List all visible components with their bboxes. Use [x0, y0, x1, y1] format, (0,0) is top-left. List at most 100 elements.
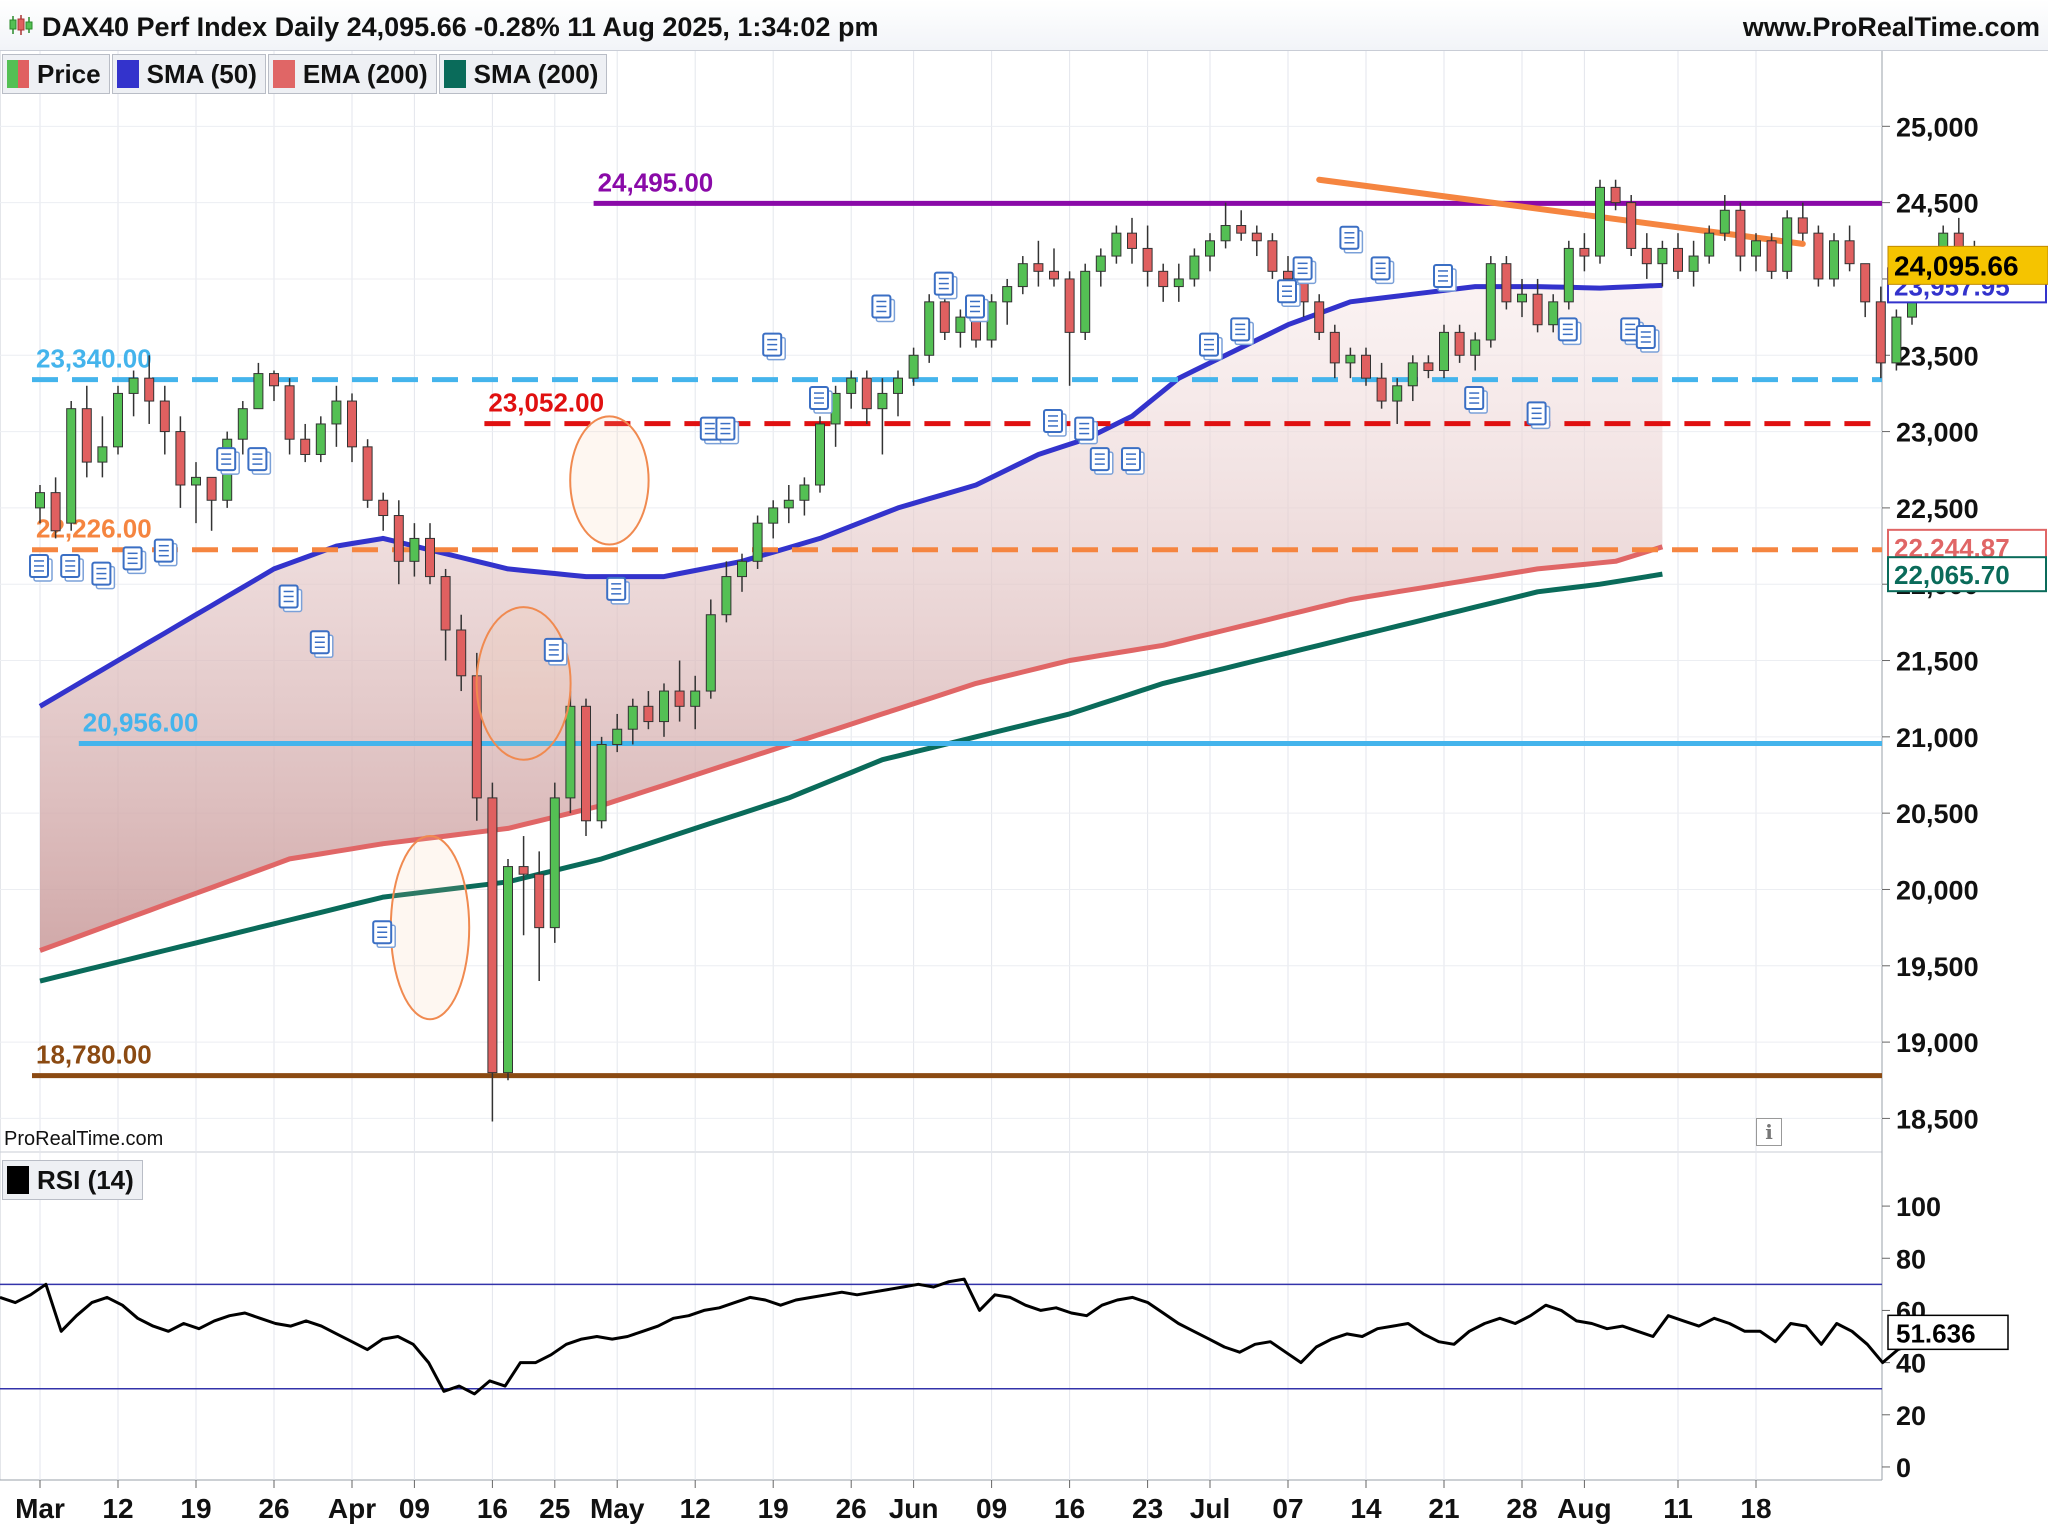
candle-body[interactable] [549, 797, 560, 929]
candle-body[interactable] [690, 690, 701, 707]
candle-body[interactable] [362, 446, 373, 501]
candle-body[interactable] [1875, 301, 1886, 364]
candle-body[interactable] [1595, 186, 1605, 257]
candle-body[interactable] [1392, 385, 1403, 402]
candle-body[interactable] [705, 614, 716, 692]
candle-body[interactable] [1751, 240, 1761, 257]
candle-body[interactable] [1267, 240, 1278, 272]
candle-body[interactable] [1361, 354, 1371, 379]
legend-sma200[interactable]: SMA (200) [438, 54, 608, 94]
candle-body[interactable] [128, 377, 139, 394]
candle-body[interactable] [534, 873, 545, 929]
candle-body[interactable] [846, 377, 857, 394]
candle-body[interactable] [939, 301, 950, 333]
candle-body[interactable] [1049, 270, 1059, 280]
highlight-ellipse[interactable] [389, 835, 471, 1021]
candle-body[interactable] [456, 629, 467, 677]
candle-body[interactable] [175, 431, 186, 486]
candle-body[interactable] [1657, 247, 1668, 265]
candle-body[interactable] [347, 400, 357, 448]
candle-body[interactable] [50, 492, 61, 532]
candle-body[interactable] [1454, 331, 1465, 356]
candle-body[interactable] [1423, 362, 1434, 372]
candle-body[interactable] [612, 728, 623, 745]
candle-body[interactable] [799, 484, 810, 501]
candle-body[interactable] [1376, 377, 1387, 402]
candle-body[interactable] [1189, 255, 1200, 280]
candle-body[interactable] [1142, 247, 1153, 272]
candle-body[interactable] [768, 507, 779, 524]
candle-body[interactable] [1314, 301, 1325, 333]
candle-body[interactable] [159, 400, 170, 433]
candle-body[interactable] [1719, 209, 1730, 234]
candle-body[interactable] [409, 537, 420, 562]
candle-body[interactable] [1127, 232, 1137, 249]
candle-body[interactable] [1782, 217, 1793, 272]
legend-price[interactable]: Price [2, 54, 110, 94]
candle-body[interactable] [1345, 354, 1356, 364]
candle-body[interactable] [1470, 339, 1481, 356]
candle-body[interactable] [643, 705, 654, 723]
candle-body[interactable] [113, 392, 123, 448]
candle-body[interactable] [1002, 286, 1013, 303]
candle-body[interactable] [737, 560, 747, 578]
candle-body[interactable] [35, 492, 45, 509]
candle-body[interactable] [721, 576, 732, 616]
highlight-ellipse[interactable] [569, 415, 650, 546]
candle-body[interactable] [81, 408, 92, 463]
candle-body[interactable] [191, 476, 201, 486]
candle-body[interactable] [284, 385, 295, 440]
candle-body[interactable] [1641, 247, 1652, 265]
candle-body[interactable] [1033, 263, 1044, 272]
candle-body[interactable] [1517, 293, 1527, 303]
candle-body[interactable] [1688, 255, 1699, 272]
candle-body[interactable] [1236, 225, 1247, 234]
candle-body[interactable] [1329, 331, 1340, 364]
sma200-line[interactable] [39, 571, 1663, 984]
legend-rsi[interactable]: RSI (14) [2, 1160, 143, 1200]
candle-body[interactable] [596, 743, 607, 822]
candle-body[interactable] [1485, 263, 1496, 341]
ema200-line[interactable] [39, 544, 1664, 953]
candle-body[interactable] [1548, 301, 1559, 326]
info-icon[interactable]: i [1756, 1118, 1782, 1146]
candle-body[interactable] [1173, 278, 1184, 288]
candle-body[interactable] [237, 408, 248, 440]
candle-body[interactable] [1532, 293, 1543, 326]
candle-body[interactable] [300, 438, 311, 455]
rsi-line[interactable] [0, 1277, 1975, 1396]
candle-body[interactable] [1813, 232, 1824, 280]
candle-body[interactable] [1563, 247, 1574, 303]
legend-sma50[interactable]: SMA (50) [111, 54, 266, 94]
candle-body[interactable] [861, 377, 872, 410]
candle-body[interactable] [518, 866, 529, 875]
legend-ema200[interactable]: EMA (200) [267, 54, 437, 94]
candle-body[interactable] [206, 476, 217, 501]
candle-body[interactable] [378, 499, 389, 517]
candle-body[interactable] [393, 515, 404, 562]
candle-body[interactable] [503, 866, 513, 1074]
candle-body[interactable] [1439, 331, 1449, 372]
candle-body[interactable] [1095, 255, 1106, 272]
candle-body[interactable] [893, 377, 903, 394]
candle-body[interactable] [1860, 263, 1871, 303]
candle-body[interactable] [752, 522, 763, 562]
candle-body[interactable] [1610, 186, 1621, 204]
candle-body[interactable] [565, 705, 576, 799]
candle-body[interactable] [924, 301, 935, 356]
candle-body[interactable] [908, 354, 919, 379]
candle-body[interactable] [487, 797, 498, 1074]
candle-body[interactable] [1111, 232, 1122, 257]
candle-body[interactable] [97, 446, 108, 463]
candle-body[interactable] [674, 690, 685, 707]
candle-body[interactable] [1251, 232, 1262, 242]
candle-body[interactable] [627, 705, 638, 730]
candle-body[interactable] [1829, 240, 1839, 280]
candle-body[interactable] [269, 373, 279, 387]
candle-body[interactable] [1220, 225, 1231, 242]
candle-body[interactable] [783, 499, 794, 509]
candle-body[interactable] [253, 373, 264, 410]
candle-body[interactable] [1017, 263, 1028, 288]
candle-body[interactable] [659, 690, 669, 723]
